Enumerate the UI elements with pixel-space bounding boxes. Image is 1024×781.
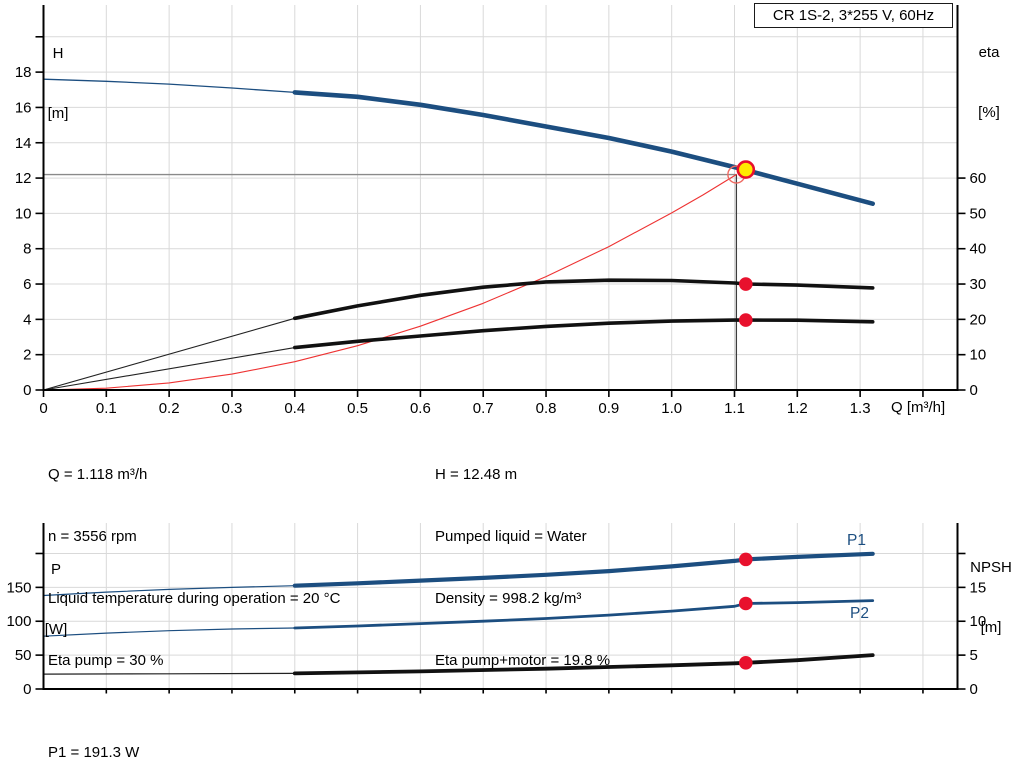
p-axis-unit-line2: [W] [44,621,68,638]
p-axis-unit: P [W] [36,520,76,680]
svg-text:0.8: 0.8 [536,400,557,417]
h-axis-unit-line2: [m] [47,105,69,122]
svg-text:4: 4 [23,311,31,328]
svg-text:60: 60 [970,170,987,187]
svg-text:0: 0 [23,681,31,698]
eta-axis-unit-line1: eta [978,44,1000,61]
svg-text:18: 18 [15,64,32,81]
svg-text:1.0: 1.0 [661,400,682,417]
svg-text:1.3: 1.3 [850,400,871,417]
svg-text:20: 20 [970,311,987,328]
svg-text:10: 10 [15,205,32,222]
svg-text:30: 30 [970,276,987,293]
svg-text:0.1: 0.1 [96,400,117,417]
npsh-axis-unit-line1: NPSH [970,559,1012,576]
svg-text:0.9: 0.9 [598,400,619,417]
p2-point [739,596,753,611]
svg-text:0: 0 [23,382,31,399]
svg-text:0.6: 0.6 [410,400,431,417]
svg-text:40: 40 [970,241,987,258]
svg-text:0.5: 0.5 [347,400,368,417]
pumped-liquid-text: Pumped liquid = Water [435,528,587,545]
eta-pump-point [739,277,753,291]
q-axis-unit: Q [m³/h] [891,399,946,416]
p1-value-text: P1 = 191.3 W [48,744,140,761]
npsh-axis-unit: NPSH [m] [962,518,1020,678]
svg-text:1.1: 1.1 [724,400,745,417]
h-axis-unit-line1: H [52,45,64,62]
p1-point [739,552,753,567]
flow-value-text: Q = 1.118 m³/h [48,466,148,483]
npsh-axis-unit-line2: [m] [980,619,1002,636]
p2-series-label: P2 [850,605,869,622]
eta-axis-unit-line2: [%] [978,104,1000,121]
svg-text:0.3: 0.3 [222,400,243,417]
duty-point [736,160,756,179]
svg-text:0.2: 0.2 [159,400,180,417]
eta-pump-text: Eta pump = 30 % [48,652,164,669]
svg-text:0.4: 0.4 [284,400,305,417]
h-axis-unit: H [m] [40,4,76,164]
svg-text:0: 0 [970,382,978,399]
svg-text:50: 50 [970,205,987,222]
density-text: Density = 998.2 kg/m³ [435,590,582,607]
speed-value-text: n = 3556 rpm [48,528,137,545]
svg-text:100: 100 [6,613,31,630]
svg-text:0.7: 0.7 [473,400,494,417]
svg-text:150: 150 [6,579,31,596]
p1-series-label: P1 [847,532,866,549]
svg-text:2: 2 [23,347,31,364]
svg-text:5: 5 [970,647,978,664]
svg-text:0: 0 [970,681,978,698]
liquid-temperature-text: Liquid temperature during operation = 20… [48,590,341,607]
svg-text:10: 10 [970,347,987,364]
svg-text:0: 0 [39,400,47,417]
duty-info-left-column: Q = 1.118 m³/h n = 3556 rpm Liquid tempe… [48,425,340,713]
svg-text:15: 15 [970,579,987,596]
svg-text:10: 10 [970,613,987,630]
curve-title-box: CR 1S-2, 3*255 V, 60Hz [754,3,953,28]
svg-text:1.2: 1.2 [787,400,808,417]
npsh-point [739,655,753,670]
svg-text:50: 50 [15,647,32,664]
svg-text:12: 12 [15,170,32,187]
svg-text:14: 14 [15,135,32,152]
duty-info-right-column: H = 12.48 m Pumped liquid = Water Densit… [435,425,610,713]
svg-text:8: 8 [23,241,31,258]
head-value-text: H = 12.48 m [435,466,518,483]
result-block: P1 = 191.3 W P2 = 126.2 W NPSH = 3.87 m [48,703,153,781]
eta-axis-unit: eta [%] [966,3,1012,163]
svg-text:16: 16 [15,99,32,116]
eta-pump-motor-point [739,313,753,327]
eta-pump-motor-text: Eta pump+motor = 19.8 % [435,652,611,669]
p-axis-unit-line1: P [50,561,61,578]
svg-text:6: 6 [23,276,31,293]
